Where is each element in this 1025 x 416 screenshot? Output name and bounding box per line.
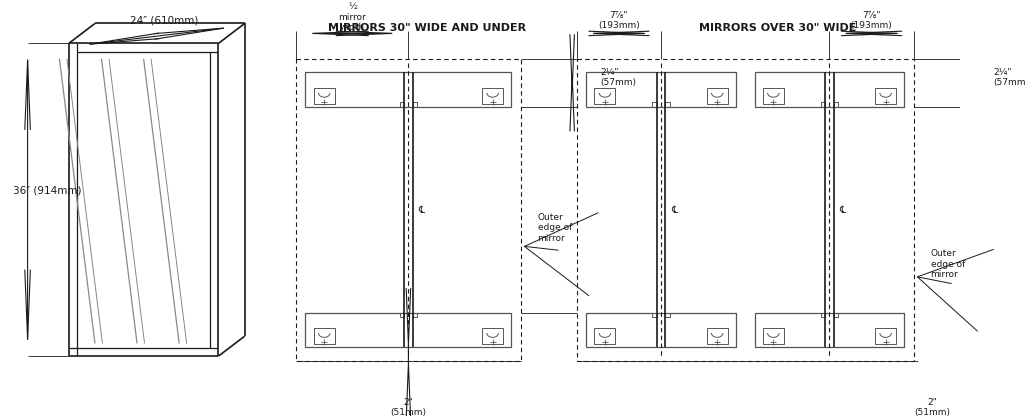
Bar xyxy=(482,328,503,344)
Bar xyxy=(594,328,615,344)
Text: ℄: ℄ xyxy=(839,205,846,215)
Text: 24″ (610mm): 24″ (610mm) xyxy=(130,16,199,26)
Bar xyxy=(314,88,335,104)
Text: 7⅞"
(193mm): 7⅞" (193mm) xyxy=(598,11,640,30)
Text: 2"
(51mm): 2" (51mm) xyxy=(914,398,950,416)
Bar xyxy=(665,312,670,317)
Bar xyxy=(754,312,904,347)
Text: ℄: ℄ xyxy=(671,205,678,215)
Text: 2¼"
(57mm): 2¼" (57mm) xyxy=(601,68,637,87)
Bar xyxy=(296,59,521,361)
Text: 2¼"
(57mm): 2¼" (57mm) xyxy=(993,68,1025,87)
Bar xyxy=(875,88,896,104)
Bar xyxy=(413,102,417,107)
Bar xyxy=(400,312,404,317)
Text: Outer
edge of
mirror: Outer edge of mirror xyxy=(537,213,572,243)
Bar xyxy=(763,328,784,344)
Bar xyxy=(833,102,838,107)
Bar xyxy=(314,328,335,344)
Bar xyxy=(833,312,838,317)
Text: 36″ (914mm): 36″ (914mm) xyxy=(12,186,81,196)
Bar xyxy=(706,88,728,104)
Bar xyxy=(763,88,784,104)
Text: MIRRORS 30" WIDE AND UNDER: MIRRORS 30" WIDE AND UNDER xyxy=(328,23,526,33)
Bar xyxy=(305,72,511,107)
Bar xyxy=(821,312,825,317)
Text: 2"
(51mm): 2" (51mm) xyxy=(391,398,426,416)
Text: Outer
edge of
mirror: Outer edge of mirror xyxy=(931,249,965,279)
Text: MIRRORS OVER 30" WIDE: MIRRORS OVER 30" WIDE xyxy=(699,23,857,33)
Bar xyxy=(652,312,657,317)
Bar xyxy=(706,328,728,344)
Bar xyxy=(400,102,404,107)
Bar xyxy=(875,328,896,344)
Bar xyxy=(413,312,417,317)
Text: ½
mirror
width: ½ mirror width xyxy=(338,2,366,32)
Bar xyxy=(586,312,736,347)
Bar xyxy=(482,88,503,104)
Bar xyxy=(754,72,904,107)
Bar xyxy=(305,312,511,347)
Bar xyxy=(594,88,615,104)
Bar xyxy=(577,59,913,361)
Bar xyxy=(665,102,670,107)
Bar xyxy=(586,72,736,107)
Bar xyxy=(652,102,657,107)
Text: ℄: ℄ xyxy=(418,205,424,215)
Text: 7⅞"
(193mm): 7⅞" (193mm) xyxy=(851,11,893,30)
Bar xyxy=(821,102,825,107)
